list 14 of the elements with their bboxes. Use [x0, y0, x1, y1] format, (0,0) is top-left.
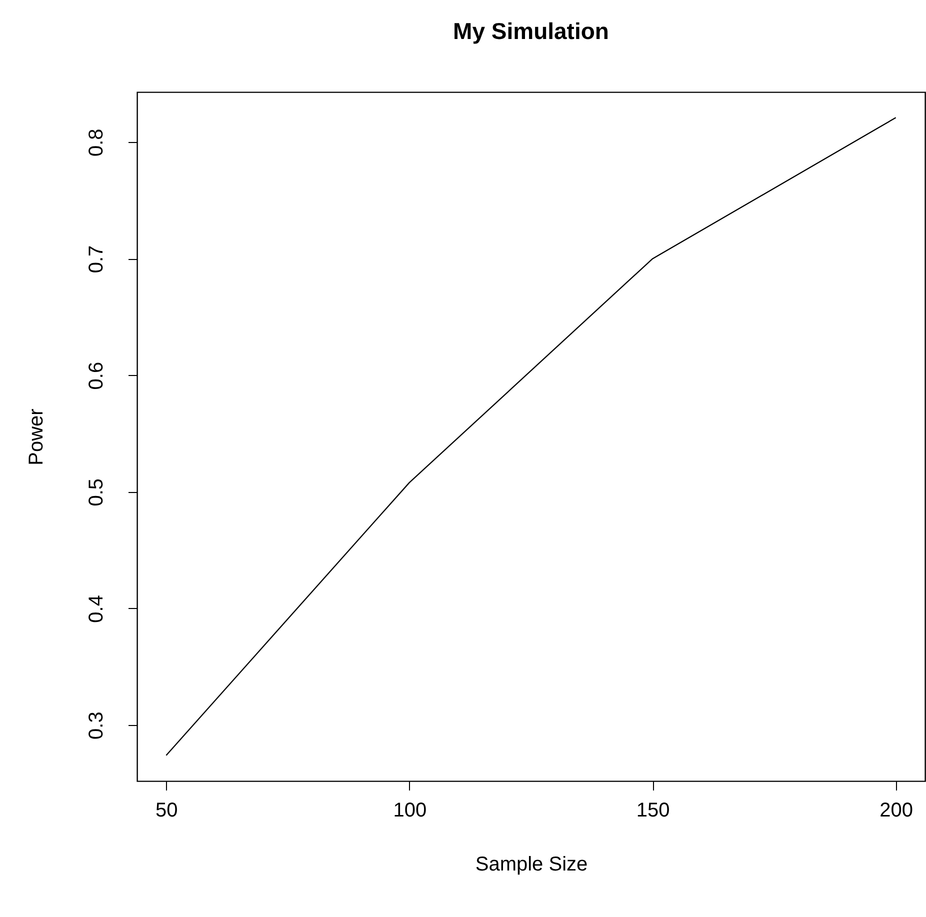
y-tick-label: 0.7 — [86, 245, 108, 274]
x-tick-label: 50 — [156, 800, 178, 822]
y-axis-title: Power — [26, 408, 48, 466]
x-axis-title: Sample Size — [475, 854, 588, 876]
line-series — [166, 117, 896, 756]
x-tick-label: 150 — [636, 800, 670, 822]
y-tick-label: 0.4 — [86, 595, 108, 623]
y-tick-label: 0.5 — [86, 478, 108, 506]
y-tick-label: 0.6 — [86, 362, 108, 390]
x-tick-label: 200 — [880, 800, 913, 822]
y-tick-label: 0.3 — [86, 712, 108, 740]
chart-title: My Simulation — [453, 18, 609, 44]
y-tick-label: 0.8 — [86, 128, 108, 157]
x-tick-label: 100 — [393, 800, 427, 822]
